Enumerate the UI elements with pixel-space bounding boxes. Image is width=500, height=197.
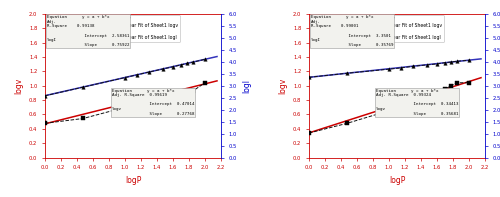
Linear Fit of Sheet1 logv bbox=[462, 82, 468, 84]
Linear Fit of Sheet1 logI bbox=[148, 71, 154, 73]
Linear Fit of Sheet1 logv bbox=[412, 98, 418, 100]
Linear Fit of Sheet1 logv bbox=[144, 97, 150, 99]
Linear Fit of Sheet1 logv bbox=[42, 123, 48, 125]
logv bbox=[184, 91, 190, 94]
Linear Fit of Sheet1 logv bbox=[42, 123, 48, 125]
logI bbox=[454, 60, 460, 62]
logv bbox=[160, 98, 166, 100]
logv bbox=[386, 110, 392, 112]
Linear Fit of Sheet1 logI bbox=[42, 94, 48, 97]
logI bbox=[146, 71, 152, 73]
Linear Fit of Sheet1 logI bbox=[408, 65, 414, 68]
Linear Fit of Sheet1 logI bbox=[198, 59, 204, 61]
Linear Fit of Sheet1 logv bbox=[306, 131, 312, 134]
Y-axis label: logI: logI bbox=[242, 79, 252, 93]
Linear Fit of Sheet1 logI bbox=[478, 58, 484, 60]
Text: Equation      y = a + b*x
Adj. R-Square  0.99619

               Intercept  0.47: Equation y = a + b*x Adj. R-Square 0.996… bbox=[112, 89, 194, 116]
Linear Fit of Sheet1 logv bbox=[214, 80, 220, 82]
Linear Fit of Sheet1 logI bbox=[462, 59, 468, 62]
logv bbox=[448, 85, 454, 87]
Linear Fit of Sheet1 logI bbox=[306, 76, 312, 78]
X-axis label: logP: logP bbox=[125, 176, 141, 185]
logI bbox=[424, 64, 430, 66]
logI bbox=[202, 58, 208, 60]
Line: Linear Fit of Sheet1 logv: Linear Fit of Sheet1 logv bbox=[45, 81, 217, 124]
logv bbox=[306, 132, 312, 134]
Linear Fit of Sheet1 logv bbox=[478, 76, 484, 79]
logv bbox=[178, 94, 184, 96]
Line: logI: logI bbox=[44, 58, 206, 98]
Linear Fit of Sheet1 logI bbox=[451, 61, 457, 63]
Linear Fit of Sheet1 logv bbox=[408, 99, 414, 101]
logI bbox=[122, 76, 128, 79]
logI bbox=[178, 64, 184, 66]
logv bbox=[134, 103, 140, 106]
Line: logI: logI bbox=[308, 59, 470, 79]
logv bbox=[202, 82, 208, 84]
Line: Linear Fit of Sheet1 logI: Linear Fit of Sheet1 logI bbox=[45, 57, 217, 96]
logv bbox=[146, 100, 152, 103]
Linear Fit of Sheet1 logI bbox=[144, 71, 150, 73]
logI bbox=[344, 72, 350, 74]
Linear Fit of Sheet1 logv bbox=[198, 84, 204, 86]
logv bbox=[42, 122, 48, 125]
logv bbox=[410, 100, 416, 103]
Text: Equation      y = a + b*x
Adj.
R-Square    0.99138

               Intercept  2.: Equation y = a + b*x Adj. R-Square 0.991… bbox=[47, 15, 130, 47]
Linear Fit of Sheet1 logv bbox=[408, 99, 414, 101]
logv bbox=[454, 82, 460, 84]
Linear Fit of Sheet1 logI bbox=[214, 55, 220, 58]
logv bbox=[466, 82, 472, 84]
Linear Fit of Sheet1 logv bbox=[144, 97, 150, 99]
logI bbox=[184, 62, 190, 65]
logI bbox=[42, 95, 48, 97]
logI bbox=[442, 61, 448, 64]
logI bbox=[466, 59, 472, 61]
Linear Fit of Sheet1 logv bbox=[187, 86, 193, 89]
Linear Fit of Sheet1 logI bbox=[144, 71, 150, 74]
logI bbox=[160, 68, 166, 70]
logI bbox=[306, 76, 312, 78]
Linear Fit of Sheet1 logI bbox=[408, 65, 414, 68]
X-axis label: logP: logP bbox=[389, 176, 405, 185]
logI bbox=[386, 68, 392, 70]
Y-axis label: logv: logv bbox=[14, 78, 24, 94]
Linear Fit of Sheet1 logI bbox=[306, 76, 312, 78]
Y-axis label: logv: logv bbox=[278, 78, 287, 94]
Linear Fit of Sheet1 logv bbox=[148, 96, 154, 99]
Linear Fit of Sheet1 logI bbox=[187, 61, 193, 64]
Text: Equation      y = a + b*x
Adj.
R-Square    0.99001

               Intercept  3.: Equation y = a + b*x Adj. R-Square 0.990… bbox=[311, 15, 394, 47]
logv bbox=[434, 91, 440, 94]
Linear Fit of Sheet1 logv bbox=[451, 85, 457, 87]
logv bbox=[424, 96, 430, 98]
Text: Equation      y = a + b*x
Adj. R-Square  0.99324

               Intercept  0.34: Equation y = a + b*x Adj. R-Square 0.993… bbox=[376, 89, 458, 116]
Legend: logv, Linear Fit of Sheet1 logv, logI, Linear Fit of Sheet1 logI: logv, Linear Fit of Sheet1 logv, logI, L… bbox=[110, 15, 180, 42]
logv bbox=[80, 117, 86, 120]
logI bbox=[80, 86, 86, 88]
logI bbox=[398, 67, 404, 69]
logv bbox=[398, 103, 404, 106]
Linear Fit of Sheet1 logI bbox=[412, 65, 418, 67]
Line: Linear Fit of Sheet1 logI: Linear Fit of Sheet1 logI bbox=[309, 59, 481, 77]
logI bbox=[170, 66, 176, 68]
logv bbox=[344, 122, 350, 125]
Line: logv: logv bbox=[308, 81, 470, 135]
logv bbox=[122, 106, 128, 109]
logv bbox=[190, 90, 196, 92]
logv bbox=[442, 88, 448, 90]
logI bbox=[134, 74, 140, 76]
logI bbox=[448, 61, 454, 63]
Linear Fit of Sheet1 logv bbox=[306, 132, 312, 134]
Line: logv: logv bbox=[44, 81, 206, 125]
logI bbox=[190, 61, 196, 63]
logI bbox=[434, 63, 440, 65]
Line: Linear Fit of Sheet1 logv: Linear Fit of Sheet1 logv bbox=[309, 78, 481, 133]
logv bbox=[170, 96, 176, 98]
Legend: logv, Linear Fit of Sheet1 logv, logI, Linear Fit of Sheet1 logI: logv, Linear Fit of Sheet1 logv, logI, L… bbox=[374, 15, 444, 42]
logI bbox=[410, 65, 416, 67]
Linear Fit of Sheet1 logI bbox=[42, 95, 48, 97]
